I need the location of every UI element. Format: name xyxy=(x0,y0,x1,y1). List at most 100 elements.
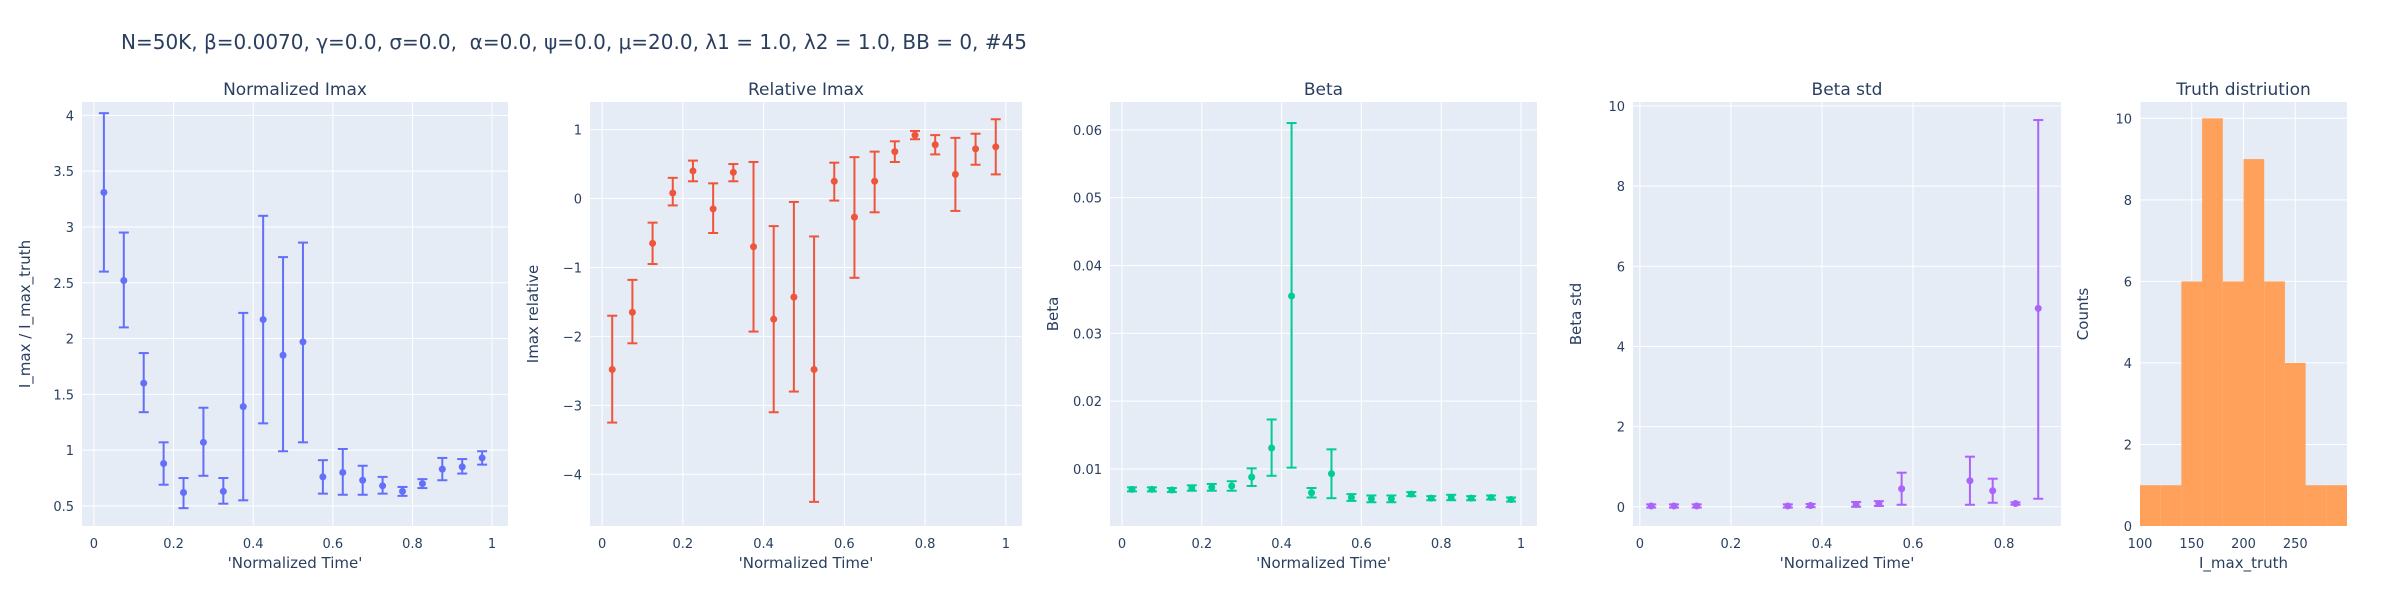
data-point xyxy=(1447,494,1455,502)
data-point xyxy=(1387,495,1395,503)
data-point xyxy=(1208,483,1216,491)
y-tick-label: 1.5 xyxy=(53,388,74,403)
histogram-bar xyxy=(2202,118,2223,527)
y-tick-label: 2.5 xyxy=(53,277,74,292)
figure-title: N=50K, β=0.0070, γ=0.0, σ=0.0, α=0.0, ψ=… xyxy=(121,30,1027,54)
y-tick-label: 0 xyxy=(2124,520,2132,535)
data-point xyxy=(1327,470,1335,478)
data-point xyxy=(120,277,128,285)
data-point xyxy=(1188,484,1196,492)
y-tick-label: 8 xyxy=(1617,180,1625,195)
y-axis-label: Counts xyxy=(2074,288,2092,341)
x-tick-label: 100 xyxy=(2128,537,2153,552)
data-point xyxy=(1148,485,1156,493)
data-point xyxy=(239,403,247,411)
data-point xyxy=(299,338,307,346)
subplot-5: 100 150 200 250 0 2 4 6 8 10 Truth distriution I_ma… xyxy=(2074,80,2347,573)
data-point xyxy=(628,308,636,316)
data-point xyxy=(1898,485,1906,493)
y-axis-label: Beta std xyxy=(1567,283,1585,346)
data-point xyxy=(750,243,758,251)
data-point xyxy=(911,131,919,139)
histogram-bar xyxy=(2140,485,2161,526)
subplot-title: Truth distriution xyxy=(2175,80,2311,100)
histogram-bar xyxy=(2284,362,2306,526)
data-point xyxy=(1128,485,1136,493)
data-point xyxy=(398,487,406,495)
subplot-3: 0 0.2 0.4 0.6 0.8 1 0.01 0.02 0.03 0.04 0.05 0.06 Be… xyxy=(1044,80,1537,572)
x-tick-label: 0.8 xyxy=(915,537,936,552)
data-point xyxy=(100,188,108,196)
x-tick-label: 0.6 xyxy=(1351,537,1372,552)
y-tick-label: −1 xyxy=(563,261,582,276)
x-tick-label: 0.2 xyxy=(673,537,694,552)
x-axis-label: 'Normalized Time' xyxy=(1256,554,1391,572)
y-tick-label: 6 xyxy=(2124,275,2132,290)
x-tick-label: 0.6 xyxy=(1903,537,1924,552)
data-point xyxy=(1507,496,1515,504)
x-tick-label: 0.6 xyxy=(834,537,855,552)
x-tick-label: 0 xyxy=(90,537,98,552)
data-point xyxy=(810,365,818,373)
data-point xyxy=(669,189,677,197)
histogram-bar xyxy=(2160,485,2182,526)
data-point xyxy=(1347,494,1355,502)
y-tick-label: 0.05 xyxy=(1073,192,1102,207)
data-point xyxy=(1288,292,1296,300)
x-tick-label: 0.8 xyxy=(1431,537,1452,552)
subplot-title: Beta xyxy=(1304,80,1343,100)
data-point xyxy=(1308,489,1316,497)
y-tick-label: 0 xyxy=(1617,501,1625,516)
x-tick-label: 0.4 xyxy=(243,537,264,552)
data-point xyxy=(1427,494,1435,502)
data-point xyxy=(790,293,798,301)
data-point xyxy=(1966,477,1974,485)
x-tick-label: 0.6 xyxy=(322,537,343,552)
data-point xyxy=(438,465,446,473)
data-point xyxy=(279,351,287,359)
data-point xyxy=(709,205,717,213)
data-point xyxy=(199,438,207,446)
y-tick-label: 2 xyxy=(66,333,74,348)
data-point xyxy=(359,476,367,484)
data-point xyxy=(891,148,899,156)
subplot-2: 0 0.2 0.4 0.6 0.8 1 −4 −3 −2 −1 0 1 Relative Imax 'No… xyxy=(524,80,1022,572)
data-point xyxy=(1168,486,1176,494)
data-point xyxy=(1647,502,1655,510)
y-tick-label: 3.5 xyxy=(53,165,74,180)
data-point xyxy=(1670,502,1678,510)
y-tick-label: 0.01 xyxy=(1073,463,1102,478)
histogram-bar xyxy=(2264,281,2285,526)
plot-background xyxy=(82,102,508,526)
data-point xyxy=(1487,494,1495,502)
data-point xyxy=(1467,494,1475,502)
x-tick-label: 0 xyxy=(1636,537,1644,552)
y-tick-label: −4 xyxy=(563,468,582,483)
plot-background xyxy=(1633,102,2061,526)
data-point xyxy=(319,473,327,481)
y-tick-label: 4 xyxy=(1617,340,1625,355)
data-point xyxy=(931,141,939,149)
data-point xyxy=(871,177,879,185)
y-tick-label: 10 xyxy=(2115,112,2132,127)
data-point xyxy=(478,454,486,462)
x-tick-label: 0 xyxy=(598,537,606,552)
data-point xyxy=(259,316,267,324)
data-point xyxy=(1248,473,1256,481)
y-axis-label: Beta xyxy=(1044,297,1062,332)
histogram-bar xyxy=(2326,485,2347,526)
data-point xyxy=(1693,502,1701,510)
data-point xyxy=(418,480,426,488)
y-tick-label: 4 xyxy=(2124,357,2132,372)
x-tick-label: 1 xyxy=(1517,537,1525,552)
y-tick-label: 0.04 xyxy=(1073,259,1102,274)
data-point xyxy=(1989,487,1997,495)
x-tick-label: 0.4 xyxy=(753,537,774,552)
y-tick-label: 8 xyxy=(2124,194,2132,209)
data-point xyxy=(830,177,838,185)
data-point xyxy=(180,489,188,497)
y-tick-label: 4 xyxy=(66,109,74,124)
y-tick-label: 1 xyxy=(574,124,582,139)
x-axis-label: 'Normalized Time' xyxy=(1780,554,1915,572)
y-tick-label: −3 xyxy=(563,399,582,414)
